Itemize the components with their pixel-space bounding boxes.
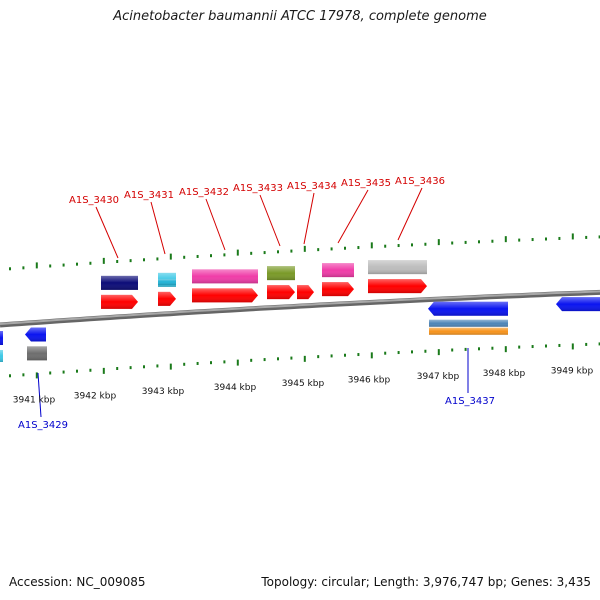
ruler-label: 3949 kbp — [551, 366, 594, 376]
ruler-label: 3941 kbp — [13, 396, 56, 406]
ruler-label: 3946 kbp — [348, 376, 391, 386]
accession-label: Accession: — [9, 575, 73, 589]
reverse-gene-3429-grey-shine — [27, 346, 47, 361]
forward-cds-3-shine — [267, 285, 295, 300]
forward-gene-5-shine — [368, 260, 427, 275]
forward-cds-1-shine — [158, 291, 176, 306]
leader-A1S_3435 — [337, 189, 369, 244]
forward-gene-0 — [101, 275, 138, 290]
gene-label-A1S_3431: A1S_3431 — [124, 190, 174, 201]
forward-cds-5 — [368, 279, 427, 294]
gene-label-A1S_3433: A1S_3433 — [233, 183, 283, 194]
forward-gene-4-shine — [322, 263, 354, 278]
reverse-gene-3437-steel — [429, 319, 508, 327]
reverse-gene-3429-grey — [27, 346, 47, 361]
label-layer: 3941 kbp 3942 kbp 3943 kbp 3944 kbp 3945 kbp… — [13, 176, 594, 431]
reverse-gene-3437-steel-shine — [429, 319, 508, 327]
tick-layer — [9, 233, 600, 379]
gene-layer — [0, 260, 600, 362]
reverse-gene-3437-orange — [429, 327, 508, 335]
forward-cds-0 — [101, 294, 138, 309]
leader-A1S_3433 — [259, 194, 281, 247]
forward-cds-extra-3 — [297, 285, 314, 300]
forward-cds-1 — [158, 291, 176, 306]
reverse-edge-right-shine — [556, 297, 600, 312]
forward-cds-3 — [267, 285, 295, 300]
forward-gene-3-shine — [267, 266, 295, 281]
leader-A1S_3429 — [37, 372, 42, 418]
reverse-edge-left-shine — [0, 331, 3, 345]
gene-label-A1S_3432: A1S_3432 — [179, 187, 229, 198]
ruler-label: 3943 kbp — [142, 387, 185, 397]
reverse-gene-3429-shine — [25, 327, 46, 342]
leader-A1S_3430 — [95, 206, 119, 259]
ruler-label: 3945 kbp — [282, 379, 325, 389]
map-title: Acinetobacter baumannii ATCC 17978, comp… — [113, 9, 487, 24]
reverse-gene-3437 — [428, 301, 508, 316]
accession-value: NC_009085 — [76, 575, 146, 589]
leader-A1S_3436 — [397, 187, 423, 241]
forward-gene-0-shine — [101, 275, 138, 290]
forward-gene-1b-shine — [158, 278, 176, 285]
forward-gene-2 — [192, 269, 258, 284]
forward-cds-2-shine — [192, 288, 258, 303]
gene-label-A1S_3434: A1S_3434 — [287, 181, 337, 192]
accession-text: Accession: NC_009085 — [9, 575, 146, 589]
reverse-edge-right — [556, 297, 600, 312]
forward-gene-3 — [267, 266, 295, 281]
gene-label-A1S_3435: A1S_3435 — [341, 178, 391, 189]
reverse-edge-left — [0, 331, 3, 345]
genome-backbone-highlight — [0, 290, 600, 325]
gene-label-A1S_3437: A1S_3437 — [445, 396, 495, 407]
forward-cds-0-shine — [101, 294, 138, 309]
gene-label-A1S_3429: A1S_3429 — [18, 420, 68, 431]
reverse-gene-3429 — [25, 327, 46, 342]
ruler-label: 3944 kbp — [214, 383, 257, 393]
gene-label-A1S_3436: A1S_3436 — [395, 176, 445, 187]
reverse-gene-3437-shine — [428, 301, 508, 316]
forward-gene-1b — [158, 278, 176, 285]
leader-A1S_3434 — [303, 192, 315, 245]
leader-A1S_3432 — [205, 198, 226, 251]
ruler-label: 3947 kbp — [417, 372, 460, 382]
forward-cds-4-shine — [322, 282, 354, 297]
forward-cds-extra-3-shine — [297, 285, 314, 300]
leader-A1S_3431 — [150, 201, 166, 255]
forward-gene-4 — [322, 263, 354, 278]
forward-gene-2-shine — [192, 269, 258, 284]
forward-cds-2 — [192, 288, 258, 303]
forward-gene-5 — [368, 260, 427, 275]
reverse-gene-3437-orange-shine — [429, 327, 508, 335]
reverse-edge-left-cyan — [0, 350, 3, 362]
backbone-layer — [0, 289, 600, 328]
gene-label-A1S_3430: A1S_3430 — [69, 195, 119, 206]
leader-layer — [37, 187, 469, 418]
reverse-edge-left-cyan-shine — [0, 350, 3, 362]
forward-cds-5-shine — [368, 279, 427, 294]
genome-summary: Topology: circular; Length: 3,976,747 bp… — [261, 575, 591, 589]
ruler-label: 3948 kbp — [483, 369, 526, 379]
forward-cds-4 — [322, 282, 354, 297]
ruler-label: 3942 kbp — [74, 391, 117, 401]
